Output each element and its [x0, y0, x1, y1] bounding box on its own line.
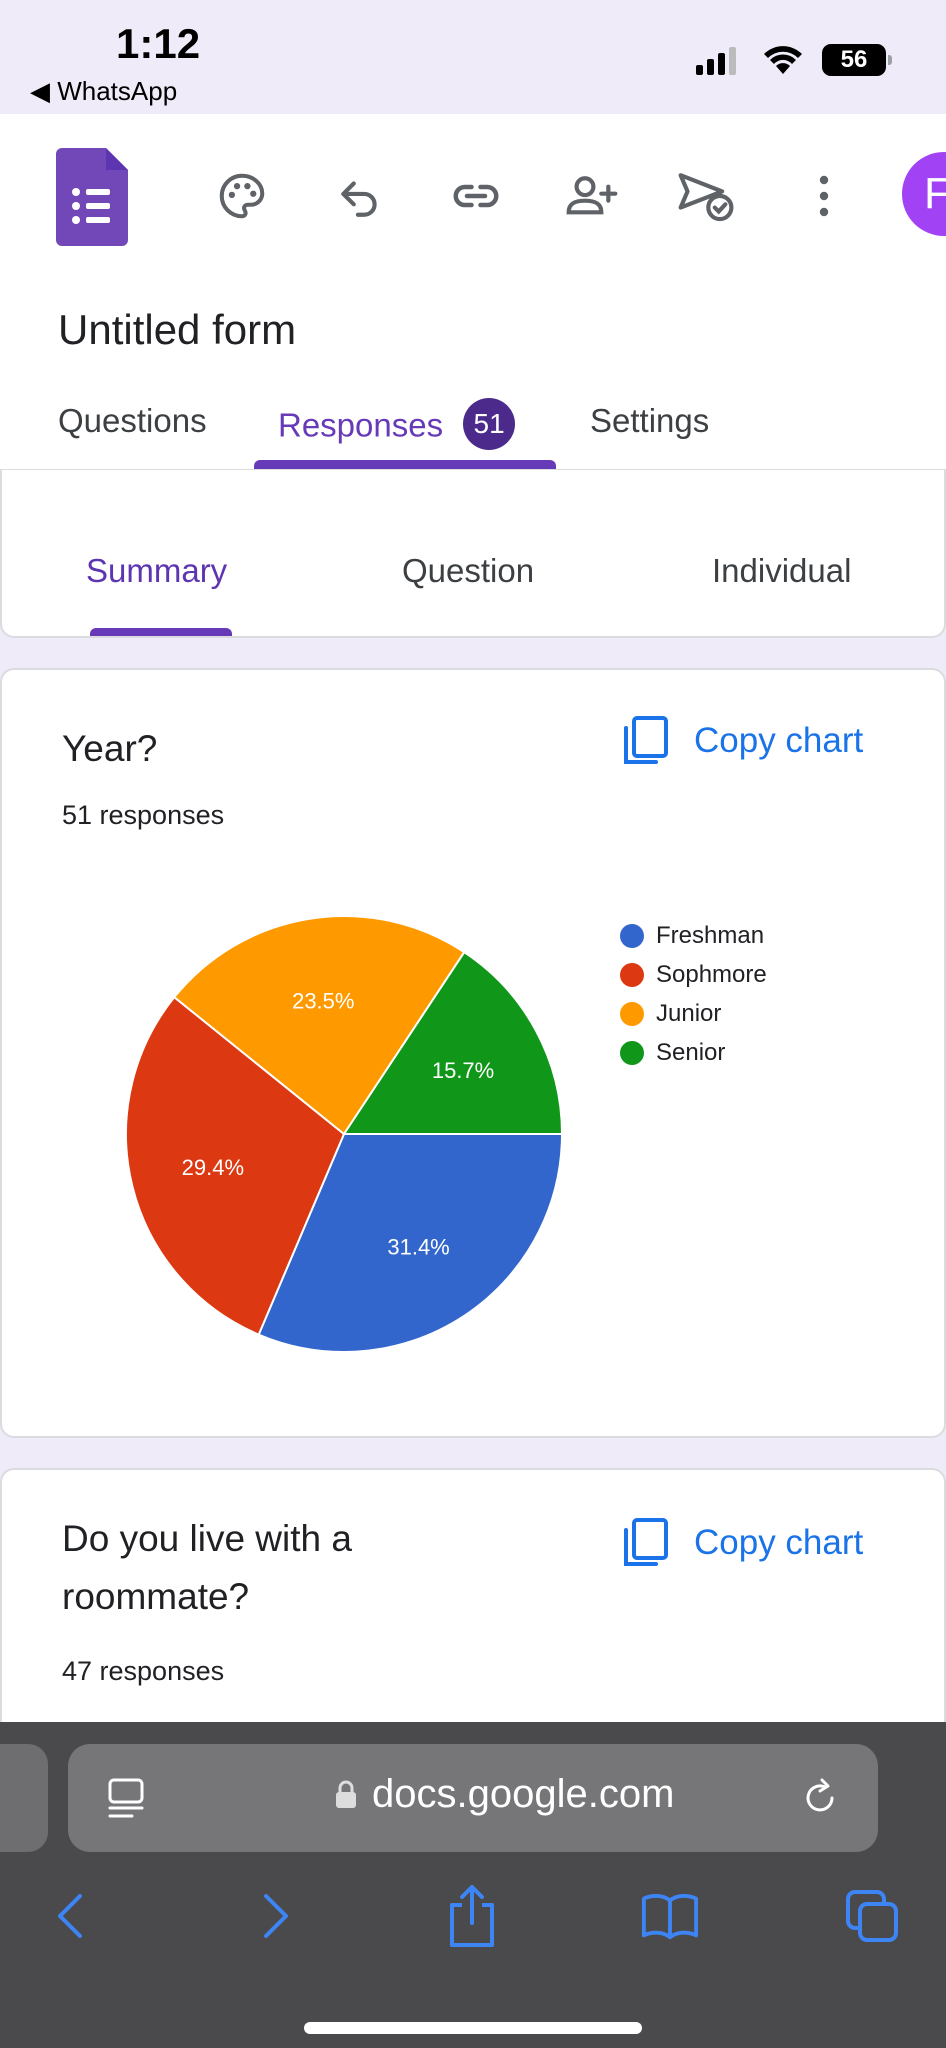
- tab-questions[interactable]: Questions: [58, 402, 207, 478]
- reload-icon[interactable]: [798, 1776, 842, 1820]
- tabs-icon[interactable]: [842, 1880, 902, 1952]
- active-subtab-indicator: [90, 628, 232, 636]
- legend-swatch: [620, 962, 644, 987]
- main-tabs: Questions Responses 51 Settings: [0, 394, 946, 470]
- question-title-2: Do you live with a roommate?: [62, 1510, 352, 1626]
- pie-slice-senior[interactable]: [342, 950, 564, 1135]
- browser-nav-row: [0, 1880, 946, 1970]
- browser-toolbar: docs.google.com: [0, 1722, 946, 2048]
- url-text: docs.google.com: [372, 1772, 675, 1816]
- subtab-question[interactable]: Question: [402, 552, 535, 589]
- bookmarks-icon[interactable]: [640, 1880, 700, 1952]
- legend-swatch: [620, 923, 644, 948]
- tab-questions-label: Questions: [58, 402, 207, 439]
- url-display[interactable]: docs.google.com: [334, 1772, 674, 1817]
- copy-chart-label-2: Copy chart: [694, 1523, 864, 1562]
- google-forms-icon[interactable]: [56, 148, 128, 246]
- reader-mode-icon[interactable]: [106, 1776, 146, 1820]
- status-time: 1:12: [116, 20, 201, 67]
- cellular-signal-icon: [696, 47, 736, 75]
- subtab-summary[interactable]: Summary: [86, 552, 228, 589]
- responses-count-badge: 51: [463, 398, 516, 450]
- pie-slice-sophmore[interactable]: [125, 995, 346, 1336]
- legend-swatch: [620, 1001, 644, 1026]
- chart-legend: Freshman Sophmore Junior Senior: [620, 916, 767, 1072]
- pie-slice-label: 15.7%: [432, 1058, 494, 1083]
- tab-responses[interactable]: Responses 51: [278, 398, 516, 478]
- response-count: 51 responses: [62, 800, 225, 830]
- home-indicator: [304, 2022, 642, 2034]
- legend-item: Senior: [620, 1033, 767, 1072]
- back-to-app-link[interactable]: ◀ WhatsApp: [30, 76, 178, 106]
- palette-icon[interactable]: [212, 166, 272, 226]
- pie-slice-label: 31.4%: [387, 1235, 449, 1260]
- forward-icon[interactable]: [246, 1880, 306, 1952]
- form-title[interactable]: Untitled form: [58, 306, 297, 353]
- add-collaborator-icon[interactable]: [562, 166, 622, 226]
- question-title: Year?: [62, 728, 158, 769]
- active-tab-indicator: [254, 460, 556, 470]
- response-view-tabs: Summary Question Individual: [0, 470, 946, 638]
- send-icon[interactable]: [676, 166, 736, 226]
- legend-item: Freshman: [620, 916, 767, 955]
- back-icon[interactable]: [40, 1880, 100, 1952]
- subtab-individual[interactable]: Individual: [712, 552, 852, 589]
- pie-chart: 31.4% 29.4% 23.5% 15.7%: [125, 915, 564, 1353]
- previous-tab-preview[interactable]: [0, 1744, 48, 1852]
- legend-label: Sophmore: [656, 960, 767, 988]
- tab-settings-label: Settings: [590, 402, 710, 439]
- more-vert-icon[interactable]: [794, 166, 854, 226]
- legend-item: Junior: [620, 994, 767, 1033]
- legend-item: Sophmore: [620, 955, 767, 994]
- wifi-icon: [764, 46, 802, 74]
- legend-label: Senior: [656, 1038, 726, 1066]
- pie-slice-label: 29.4%: [182, 1155, 244, 1180]
- tab-settings[interactable]: Settings: [590, 402, 709, 478]
- status-bar: 1:12 ◀ WhatsApp 56: [0, 0, 946, 114]
- question-title-line-2: roommate?: [62, 1576, 250, 1617]
- battery-indicator: 56: [822, 44, 892, 76]
- response-count-2: 47 responses: [62, 1656, 225, 1686]
- pie-slice-freshman[interactable]: [257, 1133, 564, 1353]
- link-icon[interactable]: [446, 166, 506, 226]
- forms-header: F Untitled form Questions Responses 51 Se…: [0, 114, 946, 471]
- legend-label: Junior: [656, 999, 722, 1027]
- undo-icon[interactable]: [330, 166, 390, 226]
- copy-chart-label: Copy chart: [694, 721, 864, 760]
- question-summary-card: Year? 51 responses Copy chart 31.4% 29.4%…: [0, 668, 946, 1438]
- pie-slice-junior[interactable]: [172, 915, 466, 1136]
- copy-icon: [624, 1518, 668, 1566]
- address-bar[interactable]: docs.google.com: [68, 1744, 878, 1852]
- copy-icon: [624, 716, 668, 764]
- avatar[interactable]: F: [902, 152, 946, 236]
- question-title-line-1: Do you live with a: [62, 1518, 352, 1559]
- pie-slice-label: 23.5%: [292, 988, 354, 1013]
- copy-chart-button[interactable]: Copy chart: [622, 716, 863, 766]
- legend-label: Freshman: [656, 921, 765, 949]
- legend-swatch: [620, 1040, 644, 1065]
- lock-icon: [336, 1780, 356, 1808]
- status-icons: 56: [696, 44, 892, 76]
- tab-responses-label: Responses: [278, 406, 444, 444]
- share-icon[interactable]: [442, 1880, 502, 1952]
- copy-chart-button-2[interactable]: Copy chart: [622, 1518, 863, 1568]
